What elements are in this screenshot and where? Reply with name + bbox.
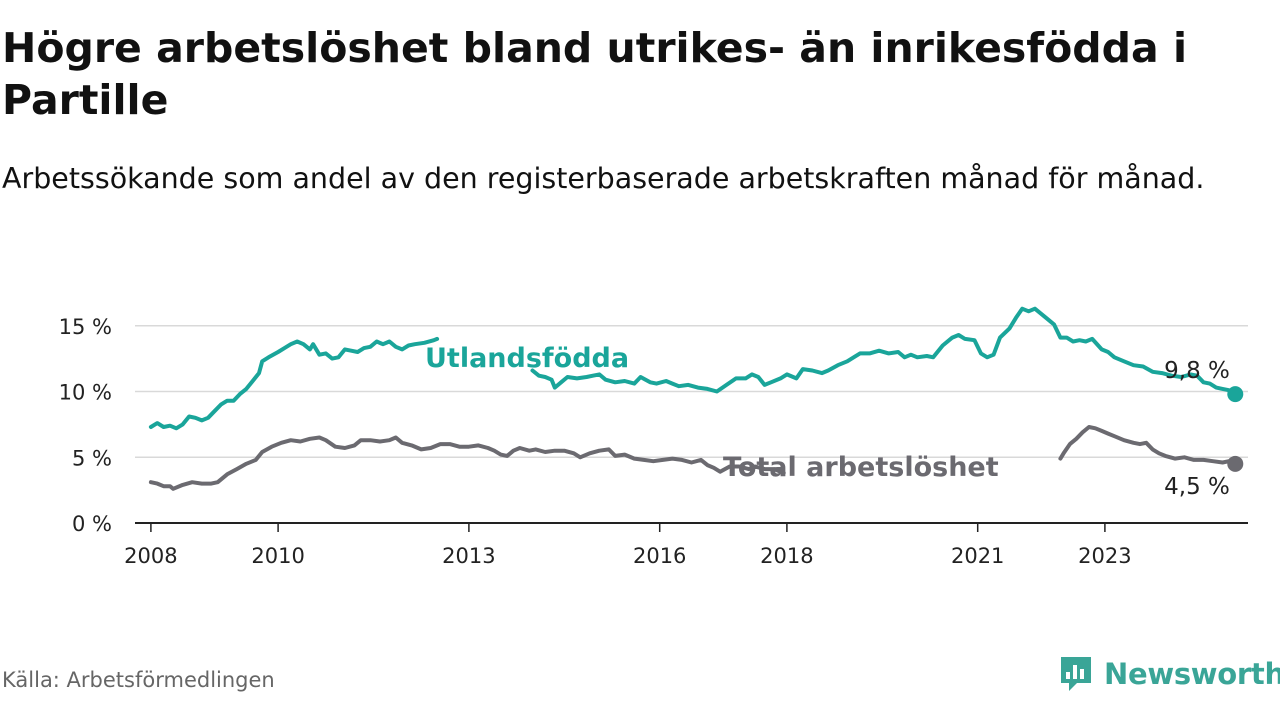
series-label-utlandsfodda: Utlandsfödda [425,343,629,374]
y-tick-label: 0 % [72,512,112,536]
source-note: Källa: Arbetsförmedlingen [2,668,275,692]
x-tick-label: 2008 [124,544,177,568]
newsworthy-chart-logo-icon [1061,657,1091,691]
x-tick-label: 2023 [1078,544,1131,568]
end-value-label-total: 4,5 % [1164,474,1230,500]
y-axis-tick-labels: 0 % 5 % 10 % 15 % [59,315,112,536]
series-end-marker-total [1227,455,1244,472]
brand-logo[interactable]: Newsworthy [1058,652,1280,696]
series-line-total-segment-1 [148,435,786,491]
series-label-total: Total arbetslöshet [723,452,999,483]
x-tick-label: 2010 [251,544,304,568]
series-line-utlandsfodda-segment-1 [148,336,440,431]
series-lines [148,306,1244,491]
x-axis: 2008 2010 2013 2016 2018 2021 2023 [124,522,1248,568]
line-chart: 0 %5 %10 %15 % 2008 2010 2013 2016 2018 2021 2… [59,306,1248,568]
x-tick-label: 2018 [760,544,813,568]
brand-name: Newsworthy [1104,657,1280,691]
chart-title: Högre arbetslöshet bland utrikes- än inr… [2,24,1187,124]
x-tick-label: 2016 [633,544,686,568]
series-end-marker-utlandsfodda [1227,386,1244,403]
y-tick-label: 10 % [59,381,112,405]
chart-subtitle: Arbetssökande som andel av den registerb… [2,162,1205,195]
y-tick-label: 15 % [59,315,112,339]
y-tick-label: 5 % [72,446,112,470]
x-tick-label: 2013 [442,544,495,568]
series-line-utlandsfodda-segment-2 [530,306,1238,397]
x-tick-label: 2021 [951,544,1004,568]
series-labels: Utlandsfödda Total arbetslöshet 9,8 % 4,5 % [425,343,1230,500]
end-value-label-utlandsfodda: 9,8 % [1164,358,1230,384]
series-line-total-segment-2 [1058,425,1238,466]
